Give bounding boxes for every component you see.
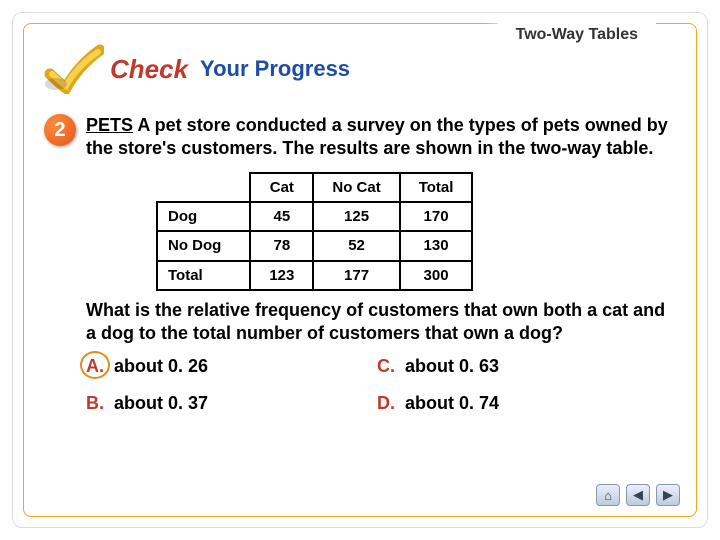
nav-controls: ⌂ ◀ ▶ [596,484,680,506]
home-button[interactable]: ⌂ [596,484,620,506]
question-text: What is the relative frequency of custom… [86,299,668,345]
slide-inner-frame: Two-Way Tables Check Your Progress 2 PET… [23,23,697,517]
lead-paragraph: PETS A pet store conducted a survey on t… [86,114,668,160]
answer-text: about 0. 74 [405,393,499,413]
check-your-progress-header: Check Your Progress [44,44,350,94]
table-row-header: Total [157,261,250,290]
answer-letter: D. [377,392,395,415]
answer-letter: B. [86,392,104,415]
table-cell: 78 [250,231,313,260]
table-cell: 52 [313,231,399,260]
table-cell: 123 [250,261,313,290]
answer-letter: A. [86,355,104,378]
table-row-header: Dog [157,202,250,231]
two-way-table: Cat No Cat Total Dog 45 125 170 No Dog 7… [156,172,473,291]
checkmark-icon [44,44,104,94]
answer-grid: A. about 0. 26 C. about 0. 63 B. about 0… [86,355,668,415]
table-col-header: No Cat [313,173,399,202]
table-col-header: Cat [250,173,313,202]
table-col-header: Total [400,173,473,202]
table-cell: 45 [250,202,313,231]
question-number-badge: 2 [44,114,76,146]
table-cell: 300 [400,261,473,290]
table-cell: 170 [400,202,473,231]
table-cell: 125 [313,202,399,231]
table-cell: 130 [400,231,473,260]
answer-letter: C. [377,355,395,378]
answer-text: about 0. 26 [114,356,208,376]
lead-topic: PETS [86,115,133,135]
content-area: PETS A pet store conducted a survey on t… [86,114,668,415]
answer-option-b[interactable]: B. about 0. 37 [86,392,377,415]
prev-button[interactable]: ◀ [626,484,650,506]
table-row-header: No Dog [157,231,250,260]
slide-outer-frame: Two-Way Tables Check Your Progress 2 PET… [12,12,708,528]
table-row: Dog 45 125 170 [157,202,472,231]
answer-option-c[interactable]: C. about 0. 63 [377,355,668,378]
table-corner [157,173,250,202]
lead-text: A pet store conducted a survey on the ty… [86,115,668,158]
table-row: No Dog 78 52 130 [157,231,472,260]
check-label: Check [110,54,188,85]
answer-text: about 0. 37 [114,393,208,413]
answer-option-a[interactable]: A. about 0. 26 [86,355,377,378]
your-label: Your Progress [200,56,350,82]
answer-text: about 0. 63 [405,356,499,376]
answer-option-d[interactable]: D. about 0. 74 [377,392,668,415]
section-title: Two-Way Tables [498,22,656,50]
table-cell: 177 [313,261,399,290]
table-row: Total 123 177 300 [157,261,472,290]
next-button[interactable]: ▶ [656,484,680,506]
